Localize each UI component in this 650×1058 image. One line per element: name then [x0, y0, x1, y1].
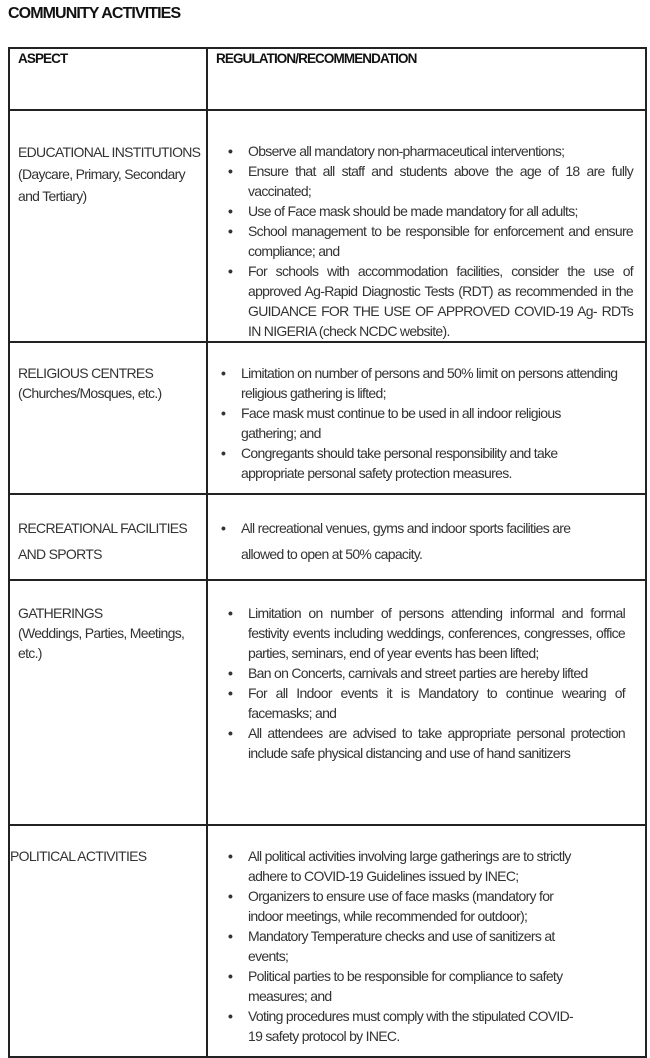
regulation-item: All recreational venues, gyms and indoor… [221, 515, 615, 567]
page-title: COMMUNITY ACTIVITIES [8, 5, 181, 22]
regulation-item: For all Indoor events it is Mandatory to… [228, 683, 626, 723]
table-row-gatherings: GATHERINGS (Weddings, Parties, Meetings, … [8, 579, 647, 826]
regulation-item: Mandatory Temperature checks and use of … [228, 926, 585, 966]
regulation-item: Organizers to ensure use of face masks (… [228, 886, 585, 926]
regulation-item: Political parties to be responsible for … [228, 966, 585, 1006]
aspect-cell: POLITICAL ACTIVITIES [8, 824, 208, 1058]
aspect-cell: RELIGIOUS CENTRES (Churches/Mosques, etc.… [8, 341, 208, 495]
regulation-cell: All political activities involving large… [206, 824, 647, 1058]
regulation-item: Limitation on number of persons and 50% … [221, 363, 619, 403]
table-header-row: ASPECT REGULATION/RECOMMENDATION [8, 47, 647, 111]
aspect-cell: GATHERINGS (Weddings, Parties, Meetings, … [8, 579, 208, 826]
aspect-cell: RECREATIONAL FACILITIES AND SPORTS [8, 493, 208, 581]
aspect-title: POLITICAL ACTIVITIES [10, 848, 147, 864]
regulation-item: All attendees are advised to take approp… [228, 723, 626, 763]
regulation-item: Limitation on number of persons attendin… [228, 603, 626, 663]
regulation-cell: Limitation on number of persons attendin… [206, 579, 647, 826]
regulation-item: Congregants should take personal respons… [221, 443, 619, 483]
aspect-subtitle: (Churches/Mosques, etc.) [18, 385, 162, 401]
regulation-item: Face mask must continue to be used in al… [221, 403, 619, 443]
regulation-item: School management to be responsible for … [228, 221, 634, 261]
regulation-item: For schools with accommodation facilitie… [228, 261, 634, 341]
table-row-political-activities: POLITICAL ACTIVITIES All political activi… [8, 824, 647, 1058]
aspect-title: EDUCATIONAL INSTITUTIONS [18, 144, 201, 160]
regulation-list: All recreational venues, gyms and indoor… [208, 495, 645, 567]
aspect-subtitle: (Daycare, Primary, Secondary and Tertiar… [18, 166, 186, 204]
regulation-list: Limitation on number of persons and 50% … [208, 343, 645, 483]
header-regulation: REGULATION/RECOMMENDATION [206, 47, 647, 111]
aspect-title: RECREATIONAL FACILITIES AND SPORTS [18, 520, 188, 562]
regulation-cell: All recreational venues, gyms and indoor… [206, 493, 647, 581]
table-row-religious-centres: RELIGIOUS CENTRES (Churches/Mosques, etc.… [8, 341, 647, 495]
regulation-item: Ensure that all staff and students above… [228, 161, 634, 201]
header-aspect: ASPECT [8, 47, 208, 111]
regulation-item: Ban on Concerts, carnivals and street pa… [228, 663, 625, 683]
table-row-recreational-facilities: RECREATIONAL FACILITIES AND SPORTS All re… [8, 493, 647, 581]
aspect-title: RELIGIOUS CENTRES [18, 365, 154, 381]
regulation-item: All political activities involving large… [228, 846, 585, 886]
regulation-item: Voting procedures must comply with the s… [228, 1006, 585, 1046]
aspect-subtitle: (Weddings, Parties, Meetings, etc.) [18, 625, 185, 661]
community-activities-table: ASPECT REGULATION/RECOMMENDATION EDUCATI… [8, 47, 647, 1058]
regulation-list: All political activities involving large… [208, 826, 645, 1046]
regulation-item: Use of Face mask should be made mandator… [228, 201, 633, 221]
regulation-cell: Limitation on number of persons and 50% … [206, 341, 647, 495]
aspect-title: GATHERINGS [18, 605, 103, 621]
regulation-list: Limitation on number of persons attendin… [208, 581, 645, 763]
table-row-educational-institutions: EDUCATIONAL INSTITUTIONS (Daycare, Primar… [8, 109, 647, 343]
aspect-cell: EDUCATIONAL INSTITUTIONS (Daycare, Primar… [8, 109, 208, 343]
regulation-list: Observe all mandatory non-pharmaceutical… [208, 111, 645, 341]
regulation-item: Observe all mandatory non-pharmaceutical… [228, 141, 633, 161]
regulation-cell: Observe all mandatory non-pharmaceutical… [206, 109, 647, 343]
